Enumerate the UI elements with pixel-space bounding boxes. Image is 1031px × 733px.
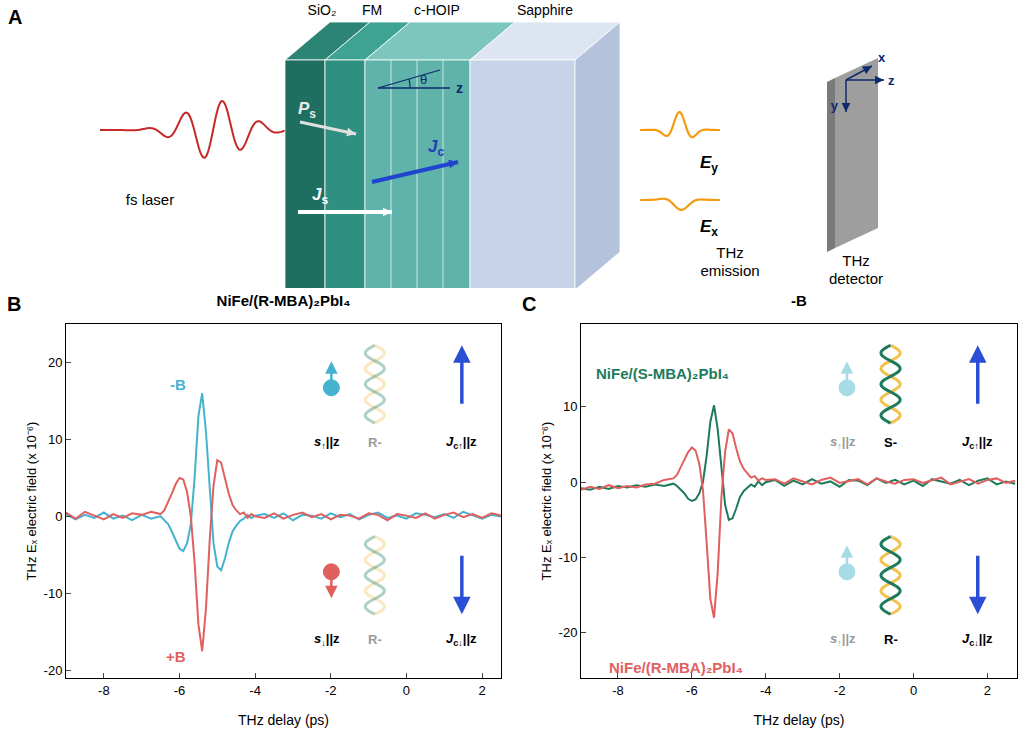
svg-text:-B: -B: [170, 376, 186, 393]
svg-text:J​c↓​||z: J​c↓​||z: [446, 631, 477, 648]
svg-text:s​↑​||z: s​↑​||z: [314, 434, 340, 451]
svg-text:NiFe/(R-MBA)₂PbI₄: NiFe/(R-MBA)₂PbI₄: [217, 292, 351, 309]
svg-text:-2: -2: [325, 683, 337, 698]
svg-text:-8: -8: [612, 683, 624, 698]
svg-text:0: 0: [570, 475, 577, 490]
svg-text:FM: FM: [362, 2, 382, 18]
svg-text:THz: THz: [716, 244, 744, 261]
svg-text:z: z: [456, 80, 463, 96]
svg-text:fs laser: fs laser: [126, 191, 174, 208]
svg-text:s​↑​||z: s​↑​||z: [830, 631, 856, 648]
svg-text:c-HOIP: c-HOIP: [414, 2, 460, 18]
svg-text:20: 20: [48, 355, 62, 370]
svg-text:s​↑​||z: s​↑​||z: [830, 434, 856, 451]
svg-text:0: 0: [55, 509, 62, 524]
svg-text:S-: S-: [884, 435, 897, 450]
svg-text:10: 10: [563, 399, 577, 414]
svg-text:Js: Js: [312, 185, 328, 207]
svg-text:THz Eₓ electric field (x 10⁻⁶): THz Eₓ electric field (x 10⁻⁶): [539, 422, 554, 581]
svg-text:-10: -10: [44, 586, 63, 601]
svg-text:SiO₂: SiO₂: [308, 2, 337, 18]
svg-text:Sapphire: Sapphire: [517, 2, 573, 18]
svg-text:THz Eₓ electric field (x 10⁻⁶): THz Eₓ electric field (x 10⁻⁶): [24, 422, 39, 581]
svg-text:Ps: Ps: [298, 99, 316, 121]
svg-text:NiFe/(R-MBA)₂PbI₄: NiFe/(R-MBA)₂PbI₄: [609, 659, 743, 676]
svg-text:2: 2: [478, 683, 485, 698]
svg-text:THz: THz: [842, 252, 870, 269]
svg-text:J​c↓​||z: J​c↓​||z: [962, 631, 993, 648]
svg-text:-6: -6: [686, 683, 698, 698]
svg-text:2: 2: [984, 683, 991, 698]
svg-text:-4: -4: [249, 683, 261, 698]
svg-text:Ex: Ex: [700, 217, 718, 239]
svg-text:detector: detector: [829, 270, 883, 287]
svg-text:THz delay (ps): THz delay (ps): [753, 712, 844, 728]
svg-text:θ: θ: [420, 72, 427, 87]
svg-text:z: z: [888, 73, 895, 88]
svg-text:R-: R-: [884, 632, 898, 647]
svg-text:A: A: [8, 6, 22, 28]
svg-text:J​c↑​||z: J​c↑​||z: [962, 434, 993, 451]
svg-text:s​↓​||z: s​↓​||z: [314, 631, 340, 648]
svg-text:Jc: Jc: [428, 137, 444, 159]
svg-text:C: C: [522, 293, 536, 315]
svg-text:NiFe/(S-MBA)₂PbI₄: NiFe/(S-MBA)₂PbI₄: [596, 365, 729, 382]
svg-text:-20: -20: [44, 663, 63, 678]
svg-text:emission: emission: [700, 262, 759, 279]
svg-text:y: y: [831, 98, 839, 113]
svg-text:0: 0: [403, 683, 410, 698]
svg-text:x: x: [878, 50, 886, 65]
svg-text:R-: R-: [368, 632, 382, 647]
svg-text:-4: -4: [760, 683, 772, 698]
svg-text:0: 0: [910, 683, 917, 698]
svg-text:J​c↑​||z: J​c↑​||z: [446, 434, 477, 451]
svg-text:-20: -20: [559, 625, 578, 640]
svg-text:-B: -B: [791, 292, 807, 309]
svg-text:R-: R-: [368, 435, 382, 450]
svg-text:-8: -8: [98, 683, 110, 698]
svg-text:Ey: Ey: [700, 153, 718, 175]
svg-text:-10: -10: [559, 550, 578, 565]
svg-text:THz delay (ps): THz delay (ps): [238, 712, 329, 728]
svg-text:10: 10: [48, 432, 62, 447]
svg-text:-6: -6: [174, 683, 186, 698]
svg-text:+B: +B: [166, 648, 186, 665]
svg-text:-2: -2: [834, 683, 846, 698]
svg-text:B: B: [7, 293, 21, 315]
